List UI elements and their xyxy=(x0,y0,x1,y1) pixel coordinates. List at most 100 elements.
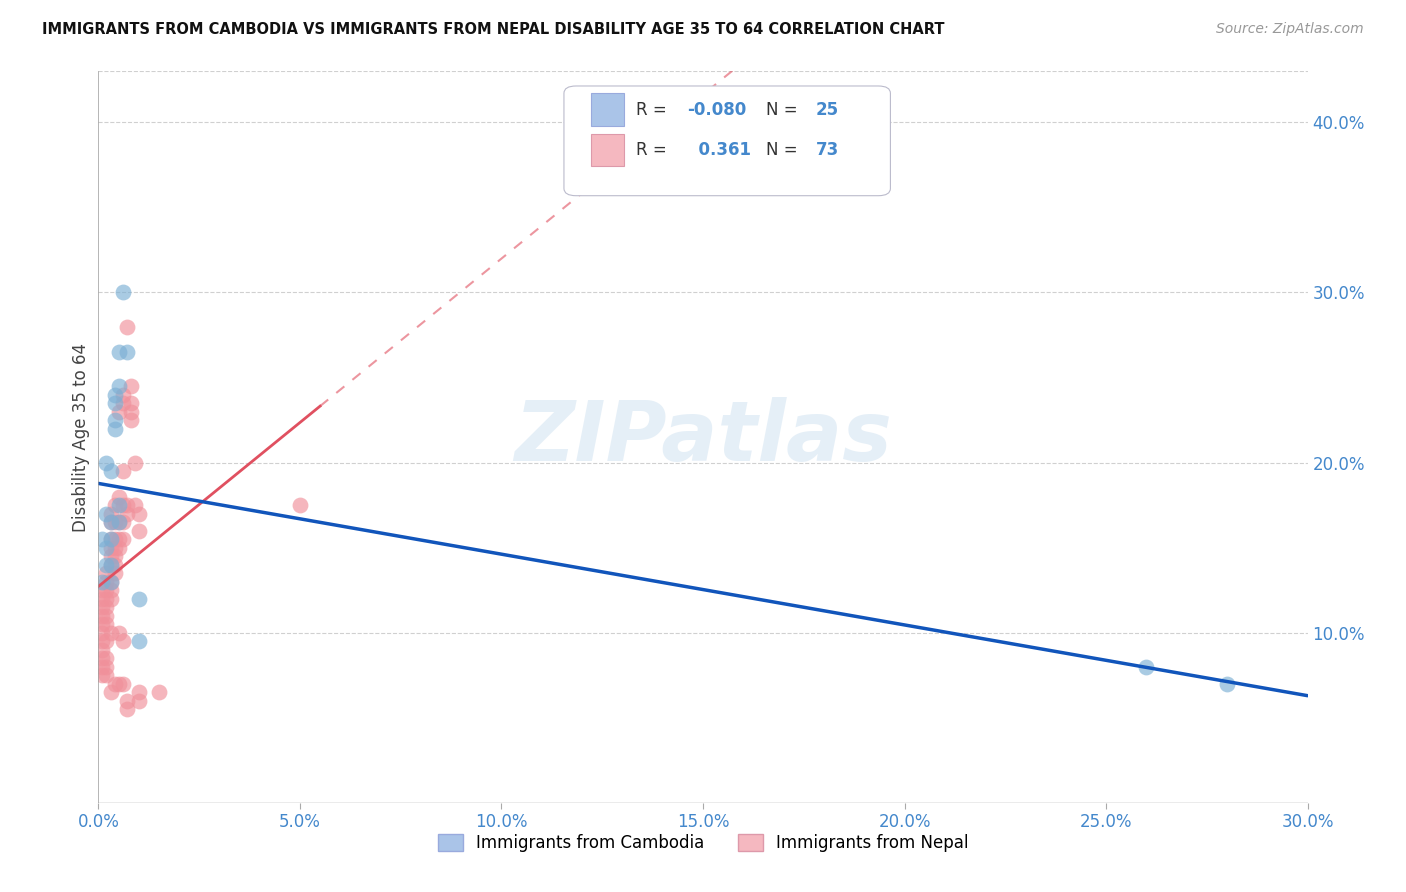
Point xyxy=(100,591,122,606)
Point xyxy=(100,464,122,478)
Y-axis label: Disability Age 35 to 64: Disability Age 35 to 64 xyxy=(72,343,90,532)
Point xyxy=(107,490,129,504)
Point xyxy=(96,507,118,521)
Point xyxy=(148,685,170,699)
Text: 0.361: 0.361 xyxy=(688,141,751,160)
Point xyxy=(115,507,138,521)
Point xyxy=(120,413,142,427)
Point xyxy=(103,413,125,427)
Point xyxy=(96,566,118,581)
Point xyxy=(103,515,125,529)
Text: Source: ZipAtlas.com: Source: ZipAtlas.com xyxy=(1216,22,1364,37)
Point xyxy=(100,583,122,598)
Point xyxy=(100,574,122,589)
Point xyxy=(100,685,122,699)
Point xyxy=(96,600,118,615)
Point xyxy=(115,694,138,708)
Point xyxy=(91,625,114,640)
Point xyxy=(128,524,150,538)
Point xyxy=(115,345,138,359)
Text: R =: R = xyxy=(637,101,672,120)
Point xyxy=(91,574,114,589)
Point xyxy=(100,507,122,521)
Point xyxy=(107,541,129,555)
Point xyxy=(103,566,125,581)
Text: ZIPatlas: ZIPatlas xyxy=(515,397,891,477)
Point xyxy=(100,574,122,589)
Text: N =: N = xyxy=(766,101,803,120)
Point xyxy=(115,702,138,716)
Point xyxy=(91,651,114,665)
Text: -0.080: -0.080 xyxy=(688,101,747,120)
Text: 73: 73 xyxy=(815,141,839,160)
Point xyxy=(107,379,129,393)
Point xyxy=(103,421,125,435)
Point xyxy=(100,515,122,529)
Point xyxy=(107,515,129,529)
Point xyxy=(115,498,138,512)
Point xyxy=(107,625,129,640)
Bar xyxy=(591,94,624,127)
Point xyxy=(96,541,118,555)
Text: 25: 25 xyxy=(815,101,838,120)
Text: R =: R = xyxy=(637,141,672,160)
Point xyxy=(96,456,118,470)
Point xyxy=(103,677,125,691)
Point xyxy=(1216,677,1239,691)
Point xyxy=(124,498,146,512)
Point xyxy=(111,634,134,648)
Point xyxy=(107,532,129,546)
Bar xyxy=(591,134,624,167)
Point xyxy=(128,591,150,606)
Point xyxy=(91,532,114,546)
Point xyxy=(107,498,129,512)
Point xyxy=(115,319,138,334)
Point xyxy=(91,583,114,598)
Point xyxy=(91,634,114,648)
Point xyxy=(96,659,118,673)
Point xyxy=(96,591,118,606)
Point xyxy=(100,515,122,529)
Point xyxy=(96,668,118,682)
Point xyxy=(103,498,125,512)
Point xyxy=(96,574,118,589)
Point xyxy=(103,532,125,546)
Point xyxy=(96,617,118,632)
Point xyxy=(128,634,150,648)
Point xyxy=(111,285,134,300)
Legend: Immigrants from Cambodia, Immigrants from Nepal: Immigrants from Cambodia, Immigrants fro… xyxy=(429,825,977,860)
Point xyxy=(111,532,134,546)
Point xyxy=(96,558,118,572)
Point xyxy=(96,608,118,623)
Point xyxy=(91,600,114,615)
Point xyxy=(91,608,114,623)
Point xyxy=(100,558,122,572)
Point xyxy=(120,379,142,393)
Point xyxy=(91,617,114,632)
Point xyxy=(128,685,150,699)
Point xyxy=(128,507,150,521)
Point xyxy=(288,498,311,512)
Point xyxy=(100,532,122,546)
Point xyxy=(107,515,129,529)
Point xyxy=(91,642,114,657)
Point xyxy=(100,532,122,546)
Point xyxy=(100,541,122,555)
Point xyxy=(120,396,142,410)
Point xyxy=(111,677,134,691)
Point xyxy=(111,515,134,529)
Point xyxy=(103,387,125,401)
Point xyxy=(103,541,125,555)
Point xyxy=(107,677,129,691)
Point xyxy=(100,549,122,563)
Point xyxy=(111,498,134,512)
Point xyxy=(96,583,118,598)
Point xyxy=(120,404,142,418)
Point xyxy=(103,558,125,572)
Text: N =: N = xyxy=(766,141,803,160)
Text: IMMIGRANTS FROM CAMBODIA VS IMMIGRANTS FROM NEPAL DISABILITY AGE 35 TO 64 CORREL: IMMIGRANTS FROM CAMBODIA VS IMMIGRANTS F… xyxy=(42,22,945,37)
Point xyxy=(111,396,134,410)
Point xyxy=(96,634,118,648)
Point xyxy=(103,549,125,563)
Point xyxy=(111,464,134,478)
